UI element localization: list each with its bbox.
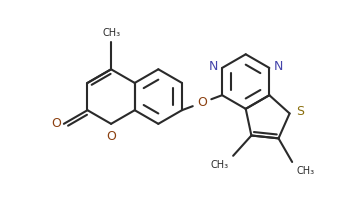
Text: N: N [209,60,218,73]
Text: O: O [52,117,61,130]
Text: O: O [197,96,207,109]
Text: N: N [273,60,283,73]
Text: O: O [106,130,116,143]
Text: CH₃: CH₃ [296,166,314,176]
Text: CH₃: CH₃ [211,160,229,170]
Text: CH₃: CH₃ [102,28,120,38]
Text: S: S [296,105,304,118]
